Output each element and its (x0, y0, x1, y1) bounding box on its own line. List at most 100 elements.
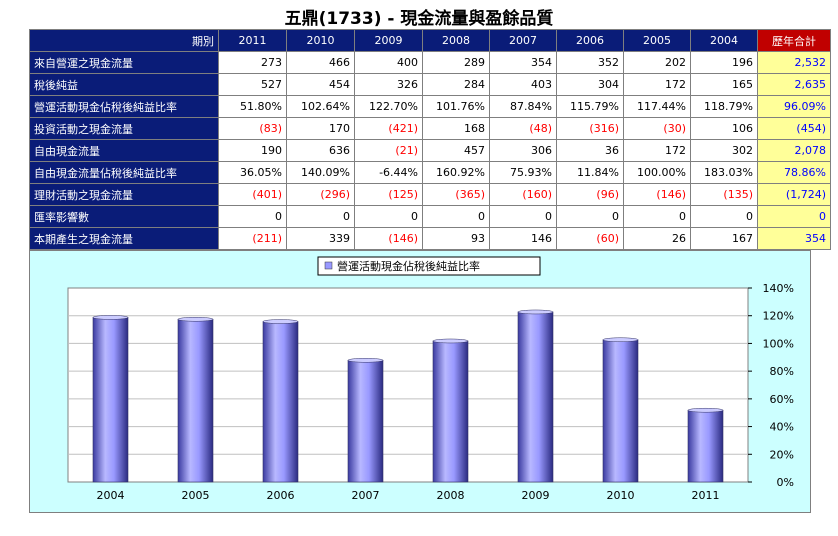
bar (687, 409, 724, 483)
row-label: 自由現金流量 (29, 139, 219, 162)
table-cell: (296) (286, 183, 355, 206)
table-cell: 51.80% (218, 95, 287, 118)
table-cell: (30) (623, 117, 691, 140)
table-cell: 93 (422, 227, 490, 250)
table-cell: 26 (623, 227, 691, 250)
table-row: 自由現金流量佔稅後純益比率 36.05% 140.09% -6.44% 160.92% 7… (29, 161, 831, 184)
table-cell: 306 (489, 139, 557, 162)
table-cell: (60) (556, 227, 624, 250)
y-tick-label: 140% (763, 282, 794, 295)
table-cell: 403 (489, 73, 557, 96)
table-cell: (316) (556, 117, 624, 140)
table-cell: 165 (690, 73, 758, 96)
table-cell: (421) (354, 117, 423, 140)
table-cell: 0 (286, 205, 355, 228)
bar-top (602, 337, 639, 343)
table-cell: 101.76% (422, 95, 490, 118)
total-cell: 2,635 (757, 73, 831, 96)
column-header-year: 2011 (218, 29, 287, 52)
x-tick-label: 2006 (267, 489, 295, 502)
table-row: 自由現金流量 190 636 (21) 457 306 36 172 302 2,078 (29, 139, 831, 162)
bar-chart: 0% 20% 40% 60% 80% 100% 120% 140% 2004 2005 2006 20… (67, 256, 794, 502)
total-cell: 2,078 (757, 139, 831, 162)
total-cell: 78.86% (757, 161, 831, 184)
table-cell: 102.64% (286, 95, 355, 118)
table-cell: (146) (354, 227, 423, 250)
total-cell: 354 (757, 227, 831, 250)
column-header-period: 期別 (29, 29, 219, 52)
column-header-year: 2004 (690, 29, 758, 52)
column-header-year: 2010 (286, 29, 355, 52)
cashflow-table: 期別 2011 2010 2009 2008 2007 2006 2005 2004 歷年合計 來… (29, 29, 831, 250)
column-header-year: 2005 (623, 29, 691, 52)
x-tick-label: 2007 (352, 489, 380, 502)
legend-swatch (324, 261, 333, 270)
table-cell: 160.92% (422, 161, 490, 184)
table-cell: 0 (422, 205, 490, 228)
table-cell: 0 (354, 205, 423, 228)
table-cell: 273 (218, 51, 287, 74)
table-cell: 183.03% (690, 161, 758, 184)
table-cell: 140.09% (286, 161, 355, 184)
table-cell: (135) (690, 183, 758, 206)
y-tick-label: 100% (763, 337, 794, 350)
column-header-year: 2007 (489, 29, 557, 52)
table-cell: 304 (556, 73, 624, 96)
table-cell: 339 (286, 227, 355, 250)
table-cell: 172 (623, 139, 691, 162)
total-cell: 0 (757, 205, 831, 228)
table-cell: 172 (623, 73, 691, 96)
table-cell: 527 (218, 73, 287, 96)
table-header-row: 期別 2011 2010 2009 2008 2007 2006 2005 2004 歷年合計 (29, 29, 831, 52)
table-cell: 326 (354, 73, 423, 96)
table-row: 稅後純益 527 454 326 284 403 304 172 165 2,635 (29, 73, 831, 96)
table-cell: (146) (623, 183, 691, 206)
x-tick-label: 2008 (437, 489, 465, 502)
row-label: 投資活動之現金流量 (29, 117, 219, 140)
table-cell: 75.93% (489, 161, 557, 184)
total-cell: 2,532 (757, 51, 831, 74)
bar (517, 311, 554, 483)
total-cell: (454) (757, 117, 831, 140)
chart-area: 0% 20% 40% 60% 80% 100% 120% 140% 2004 2005 2006 20… (29, 250, 811, 513)
table-cell: (48) (489, 117, 557, 140)
row-label: 理財活動之現金流量 (29, 183, 219, 206)
x-tick-label: 2010 (607, 489, 635, 502)
table-cell: 354 (489, 51, 557, 74)
table-row: 投資活動之現金流量 (83) 170 (421) 168 (48) (316) (30) 106… (29, 117, 831, 140)
table-cell: 11.84% (556, 161, 624, 184)
table-cell: 167 (690, 227, 758, 250)
table-row: 理財活動之現金流量 (401) (296) (125) (365) (160) (96) (1… (29, 183, 831, 206)
y-tick-label: 80% (770, 365, 794, 378)
table-row: 本期產生之現金流量 (211) 339 (146) 93 146 (60) 26 167 354 (29, 227, 831, 250)
table-cell: 636 (286, 139, 355, 162)
table-row: 營運活動現金佔稅後純益比率 51.80% 102.64% 122.70% 101.76%… (29, 95, 831, 118)
table-cell: 87.84% (489, 95, 557, 118)
table-cell: 352 (556, 51, 624, 74)
row-label: 營運活動現金佔稅後純益比率 (29, 95, 219, 118)
column-header-year: 2008 (422, 29, 490, 52)
bar (177, 318, 214, 483)
table-cell: (21) (354, 139, 423, 162)
table-cell: 0 (690, 205, 758, 228)
x-tick-label: 2011 (692, 489, 720, 502)
bar (432, 340, 469, 483)
bar (262, 321, 299, 483)
table-cell: 36.05% (218, 161, 287, 184)
bar-top (92, 315, 129, 320)
table-cell: 117.44% (623, 95, 691, 118)
bar (347, 359, 384, 483)
plot-area (67, 287, 749, 483)
y-tick-label: 20% (770, 448, 794, 461)
table-cell: 400 (354, 51, 423, 74)
bar-top (262, 319, 299, 324)
row-label: 匯率影響數 (29, 205, 219, 228)
table-cell: 168 (422, 117, 490, 140)
row-label: 稅後純益 (29, 73, 219, 96)
bar (602, 339, 639, 483)
table-cell: 115.79% (556, 95, 624, 118)
table-cell: 170 (286, 117, 355, 140)
table-cell: 466 (286, 51, 355, 74)
table-cell: 36 (556, 139, 624, 162)
table-cell: 196 (690, 51, 758, 74)
